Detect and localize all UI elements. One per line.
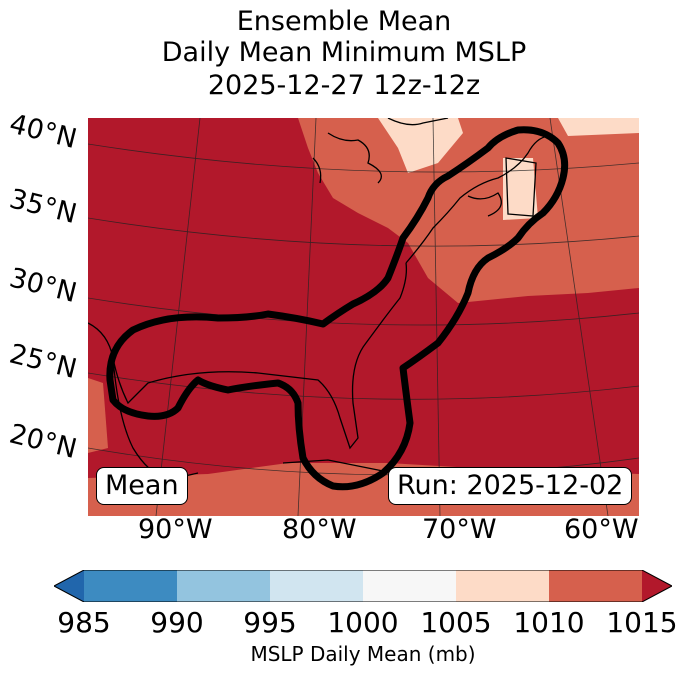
- gridline-lat-35: [88, 217, 639, 247]
- lat-label-30n: 30°N: [6, 262, 80, 310]
- title-line-3: 2025-12-27 12z-12z: [207, 70, 481, 101]
- coastline-great-lakes-2: [312, 157, 322, 184]
- mean-label-box: Mean: [96, 467, 188, 505]
- colorbar: [54, 570, 672, 602]
- gridline-lat-30: [88, 297, 639, 326]
- shaded-region-light-northeast: [558, 118, 639, 136]
- coastline-east: [405, 135, 549, 264]
- lon-label-80w: 80°W: [282, 514, 357, 545]
- lat-label-40n: 40°N: [6, 108, 80, 156]
- lat-label-35n: 35°N: [6, 183, 80, 231]
- lon-label-60w: 60°W: [564, 514, 639, 545]
- coastline-newfoundland: [505, 157, 537, 217]
- colorbar-tick-1015: 1015: [606, 606, 678, 639]
- title-line-1: Ensemble Mean: [236, 6, 452, 37]
- colorbar-tick-1010: 1010: [513, 606, 585, 639]
- run-date-box: Run: 2025-12-02: [388, 467, 633, 505]
- colorbar-tick-1000: 1000: [327, 606, 399, 639]
- colorbar-extend-high: [642, 570, 672, 602]
- coastline-gulf: [88, 262, 408, 450]
- title-line-2: Daily Mean Minimum MSLP: [161, 37, 527, 68]
- colorbar-tick-985: 985: [57, 606, 111, 639]
- lon-label-90w: 90°W: [138, 514, 213, 545]
- coastline-hudson: [387, 118, 449, 126]
- gridline-lat-20: [88, 447, 639, 476]
- coastline-great-lakes-1: [327, 132, 382, 184]
- shaded-region-light-newfoundland: [503, 158, 538, 220]
- gridline-lat-25: [88, 372, 639, 400]
- colorbar-tick-990: 990: [150, 606, 204, 639]
- colorbar-bin-985-990: [84, 570, 177, 602]
- colorbar-bin-1000-1005: [363, 570, 456, 602]
- colorbar-bin-990-995: [177, 570, 270, 602]
- shaded-region-mid-west: [88, 378, 108, 453]
- lon-label-70w: 70°W: [422, 514, 497, 545]
- colorbar-bin-1005-1010: [456, 570, 549, 602]
- colorbar-bin-995-1000: [270, 570, 363, 602]
- coastline-nova-scotia: [467, 192, 502, 217]
- colorbar-tick-1005: 1005: [420, 606, 492, 639]
- colorbar-extend-low: [54, 570, 84, 602]
- shaded-region-mid-north: [298, 118, 639, 303]
- pressure-map: [88, 118, 639, 516]
- shaded-region-light-north: [378, 118, 463, 173]
- contour-outline: [106, 126, 569, 491]
- colorbar-bin-1010-1015: [549, 570, 642, 602]
- lat-label-20n: 20°N: [6, 418, 80, 466]
- colorbar-label: MSLP Daily Mean (mb): [250, 642, 476, 666]
- colorbar-tick-995: 995: [243, 606, 297, 639]
- lat-label-25n: 25°N: [6, 338, 80, 386]
